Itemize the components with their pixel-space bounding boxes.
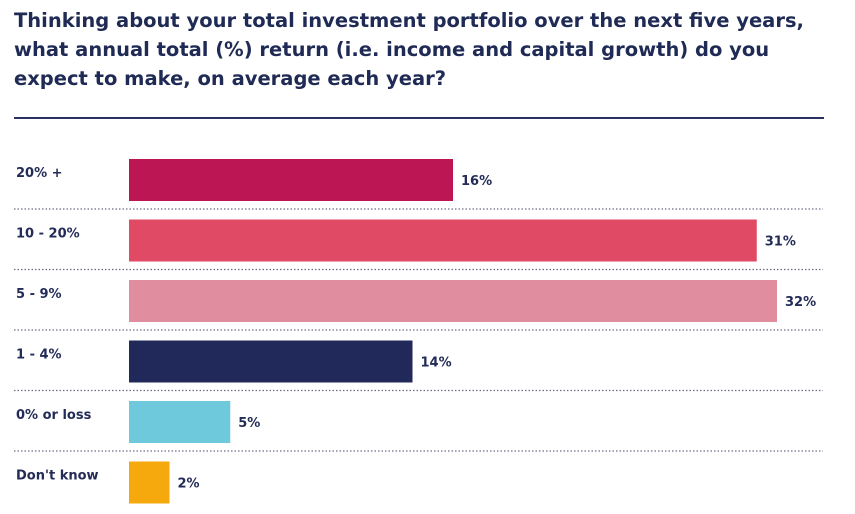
- bar-rows: 20% + 16% 10 - 20% 31% 5 - 9% 32% 1 - 4% 14% 0% …: [14, 159, 823, 504]
- bar: [129, 280, 777, 322]
- category-label: 5 - 9%: [16, 287, 62, 302]
- value-label: 2%: [178, 477, 200, 492]
- category-label: 20% +: [16, 166, 63, 181]
- title-divider: [14, 117, 824, 119]
- value-label: 16%: [461, 174, 492, 189]
- bar: [129, 401, 231, 443]
- category-label: Don't know: [16, 469, 99, 484]
- bar: [129, 219, 757, 262]
- value-label: 5%: [238, 416, 260, 431]
- category-label: 10 - 20%: [16, 227, 80, 242]
- category-label: 0% or loss: [16, 408, 92, 423]
- value-label: 14%: [421, 356, 452, 371]
- bar: [129, 340, 413, 383]
- bar: [129, 159, 453, 201]
- chart-title: Thinking about your total investment por…: [14, 9, 804, 90]
- value-label: 31%: [765, 235, 796, 250]
- category-label: 1 - 4%: [16, 348, 62, 363]
- value-label: 32%: [785, 295, 816, 310]
- bar: [129, 461, 170, 504]
